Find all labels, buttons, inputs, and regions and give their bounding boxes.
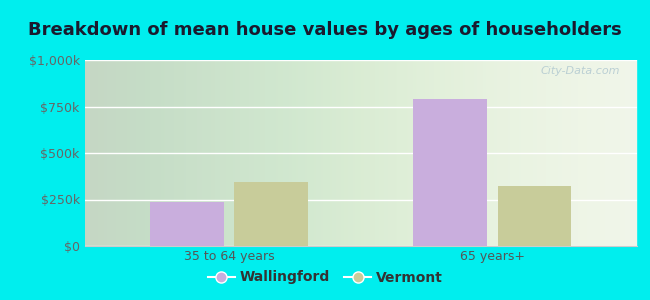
Text: City-Data.com: City-Data.com — [541, 66, 620, 76]
Legend: Wallingford, Vermont: Wallingford, Vermont — [202, 265, 448, 290]
Bar — [235, 182, 308, 246]
Bar — [150, 202, 224, 246]
Text: Breakdown of mean house values by ages of householders: Breakdown of mean house values by ages o… — [28, 21, 622, 39]
Bar — [497, 187, 571, 246]
Bar — [413, 99, 487, 246]
